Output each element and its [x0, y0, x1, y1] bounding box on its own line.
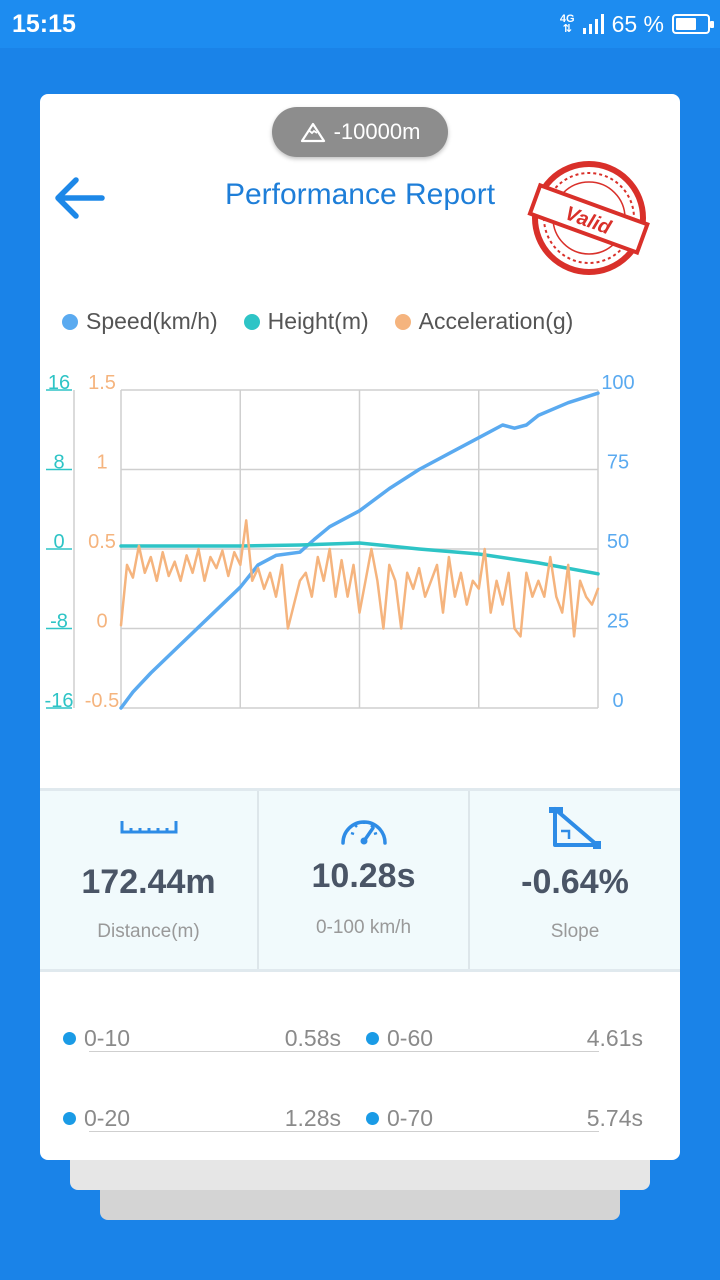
height-tick-label: 16: [48, 372, 70, 394]
stat-distance: 172.44m Distance(m): [40, 791, 257, 969]
stat-acceleration-time: 10.28s 0-100 km/h: [257, 791, 468, 969]
acceleration-tick-label: 1.5: [88, 372, 116, 394]
speed-tick-label: 25: [607, 611, 629, 633]
split-time-label: 0-70: [366, 1096, 433, 1140]
slope-value: -0.64%: [521, 863, 629, 901]
stats-panel: 172.44m Distance(m) 10.28s 0-100 km/h -0…: [40, 788, 680, 972]
altitude-value: -10000m: [333, 119, 421, 144]
altitude-badge: -10000m: [272, 107, 448, 157]
height-tick-label: -8: [50, 611, 68, 633]
acceleration-tick-label: 0: [96, 611, 107, 633]
bullet-dot: [366, 1031, 379, 1045]
bullet-dot: [63, 1111, 76, 1125]
split-value-0-10: 0.58s: [284, 1025, 341, 1051]
battery-icon: [672, 14, 714, 34]
chart-legend: Speed(km/h) Height(m) Acceleration(g): [62, 308, 599, 335]
legend-dot-acceleration: [394, 313, 411, 330]
split-times-list: 0-10 0.58s 0-60 4.61s 0-20 1.28s 0-70 5.…: [40, 972, 680, 1132]
legend-acceleration: Acceleration(g): [394, 308, 574, 335]
height-series-line: [119, 541, 600, 576]
network-type: 4G: [559, 13, 575, 25]
legend-label-height: Height(m): [267, 308, 369, 334]
split-times-row: 0-10 0.58s 0-60 4.61s: [40, 972, 680, 1052]
status-indicators: 4G ⇅ 65 %: [559, 10, 714, 38]
slope-icon: [549, 807, 601, 849]
battery-percent: 65 %: [611, 10, 664, 37]
height-tick-label: 0: [53, 531, 64, 553]
slope-label: Slope: [550, 921, 600, 942]
network-indicator: 4G ⇅: [559, 13, 575, 35]
mountain-icon: [300, 122, 325, 143]
speed-tick-label: 75: [607, 452, 629, 474]
split-range-0-60: 0-60: [387, 1024, 434, 1051]
speed-tick-label: 50: [607, 531, 629, 553]
split-time-label: 0-20: [63, 1096, 130, 1140]
split-range-0-10: 0-10: [84, 1024, 131, 1051]
legend-speed: Speed(km/h): [62, 308, 218, 335]
split-range-0-20: 0-20: [84, 1104, 131, 1131]
legend-dot-height: [243, 313, 260, 330]
speed-tick-label: 100: [601, 372, 634, 394]
split-range-0-70: 0-70: [387, 1104, 434, 1131]
back-button[interactable]: [52, 174, 108, 222]
acceleration-tick-label: -0.5: [85, 690, 119, 712]
speedometer-icon: [340, 820, 387, 845]
signal-icon: [582, 14, 604, 34]
zero-to-hundred-value: 10.28s: [311, 857, 416, 895]
split-time-label: 0-10: [63, 1016, 130, 1060]
zero-to-hundred-label: 0-100 km/h: [315, 917, 412, 938]
split-value-0-70: 5.74s: [586, 1105, 643, 1131]
ruler-icon: [120, 821, 177, 834]
performance-chart: 16 8 0 -8 -16 1.5 1 0.5 0 -0.5 100 75 50 25 0: [45, 372, 635, 712]
valid-stamp: Valid: [527, 161, 650, 275]
page-title: Performance Report: [224, 178, 496, 211]
distance-label: Distance(m): [97, 921, 200, 942]
acceleration-series-line: [119, 519, 600, 638]
legend-label-acceleration: Acceleration(g): [418, 308, 574, 334]
data-arrows-icon: ⇅: [562, 23, 572, 35]
report-card: -10000m Performance Report Valid Speed(k…: [40, 94, 680, 1160]
bullet-dot: [63, 1031, 76, 1045]
bullet-dot: [366, 1111, 379, 1125]
card-stack-shadow-front: [70, 1160, 650, 1190]
speed-series-line: [119, 391, 600, 710]
battery-level: [676, 18, 696, 30]
split-value-0-60: 4.61s: [586, 1025, 643, 1051]
height-tick-label: 8: [53, 452, 64, 474]
status-time: 15:15: [12, 10, 76, 38]
back-arrow-icon: [55, 177, 105, 219]
acceleration-tick-label: 0.5: [88, 531, 116, 553]
distance-value: 172.44m: [81, 863, 216, 901]
status-bar: 15:15 4G ⇅ 65 %: [0, 0, 720, 48]
speed-tick-label: 0: [612, 690, 623, 712]
split-value-0-20: 1.28s: [284, 1105, 341, 1131]
acceleration-tick-label: 1: [96, 452, 107, 474]
height-tick-label: -16: [45, 690, 74, 712]
split-time-label: 0-60: [366, 1016, 433, 1060]
legend-height: Height(m): [243, 308, 369, 335]
stat-slope: -0.64% Slope: [468, 791, 680, 969]
legend-label-speed: Speed(km/h): [86, 308, 218, 334]
legend-dot-speed: [62, 313, 78, 330]
split-times-row: 0-20 1.28s 0-70 5.74s: [40, 1052, 680, 1132]
